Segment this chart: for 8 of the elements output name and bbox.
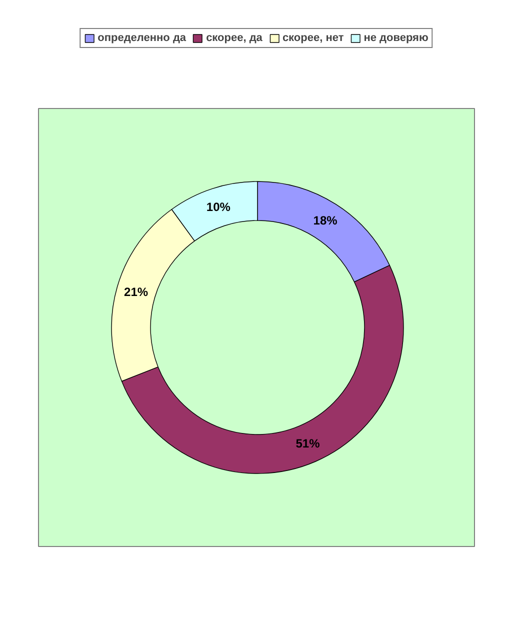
legend-label: не доверяю — [364, 32, 428, 44]
data-label: 51% — [296, 436, 320, 451]
data-label: 10% — [206, 200, 231, 214]
legend-label: определенно да — [98, 32, 186, 44]
legend-label: скорее, да — [206, 32, 262, 44]
legend-label: скорее, нет — [282, 32, 344, 44]
data-label: 18% — [313, 214, 338, 228]
data-label: 21% — [124, 285, 148, 300]
